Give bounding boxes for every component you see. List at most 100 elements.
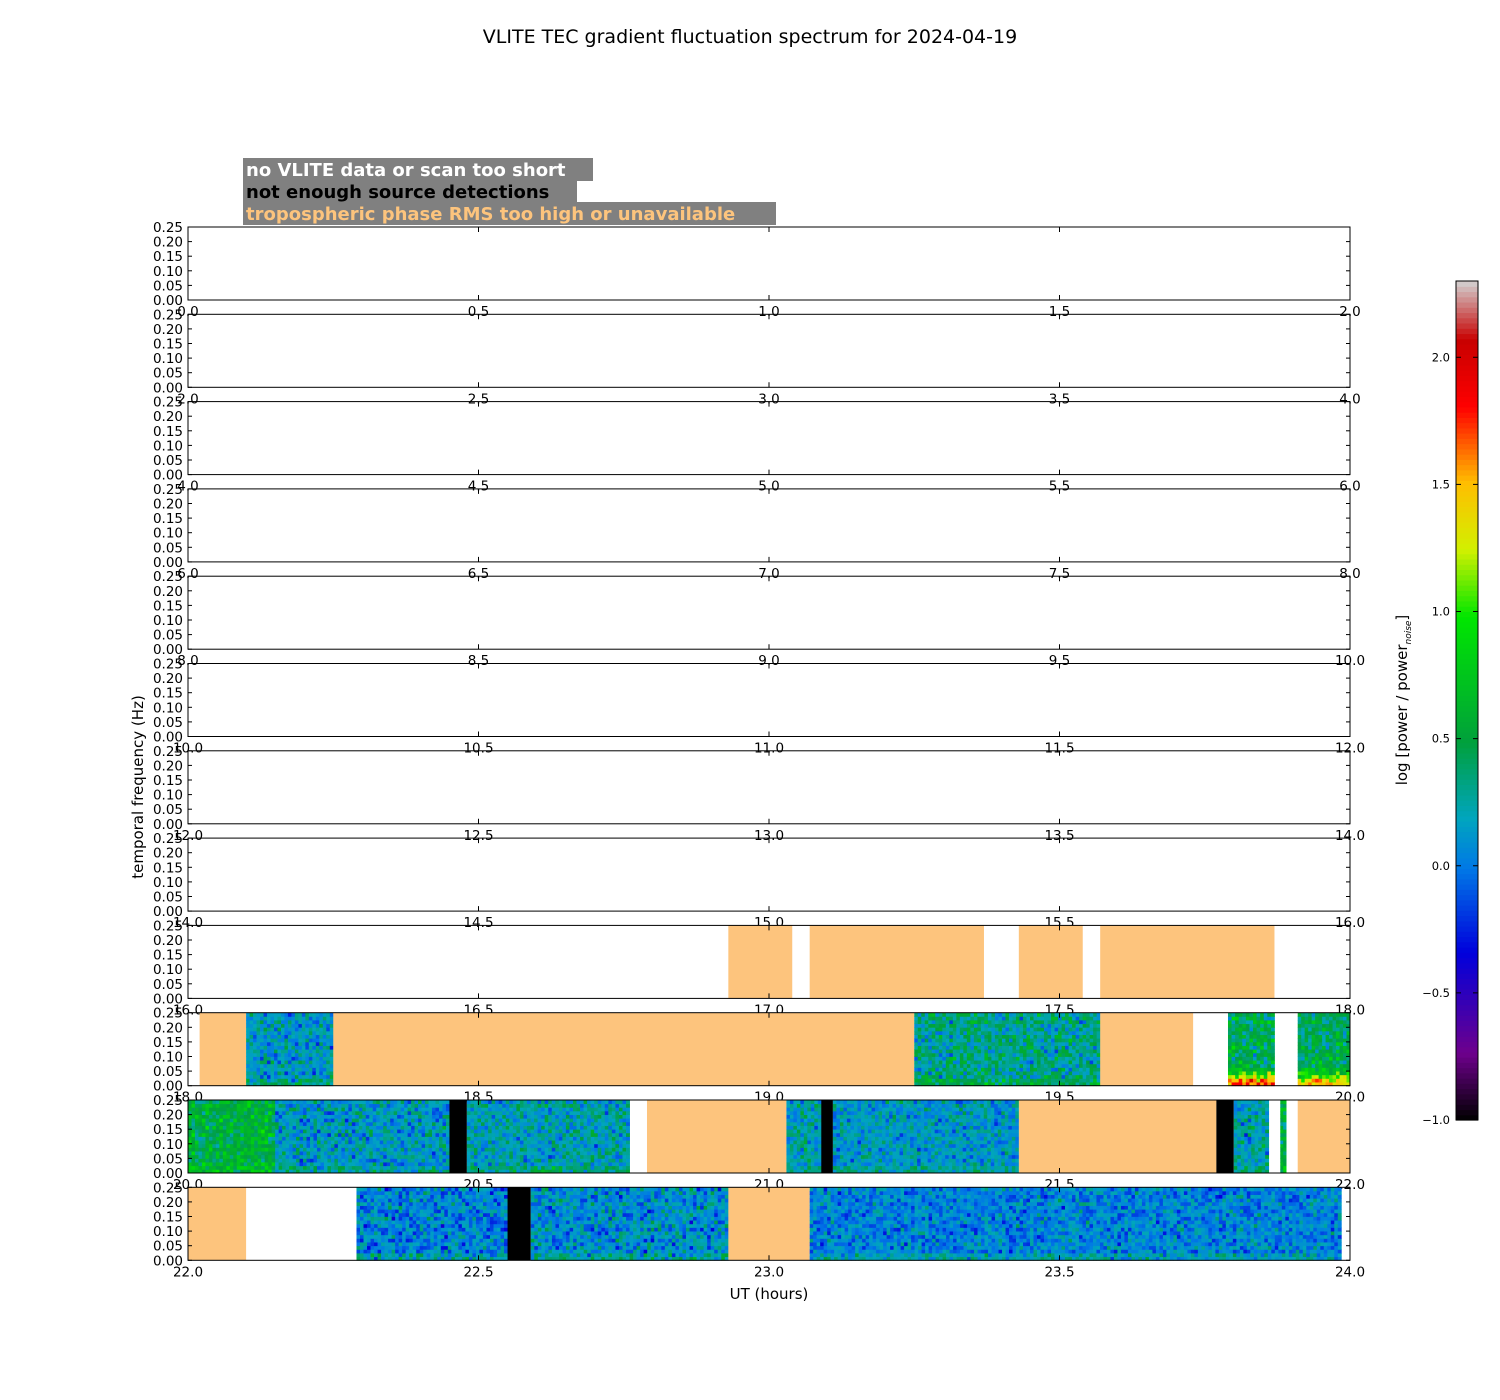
spectrum-cell (1019, 1041, 1024, 1046)
spectrum-cell (793, 1132, 798, 1137)
spectrum-cell (1086, 1027, 1091, 1032)
spectrum-cell (1040, 1056, 1045, 1061)
spectrum-cell (260, 1012, 264, 1017)
spectrum-cell (527, 1103, 531, 1108)
spectrum-cell (1318, 1052, 1323, 1057)
spectrum-cell (565, 1151, 570, 1156)
spectrum-cell (565, 1169, 570, 1174)
spectrum-cell (256, 1071, 261, 1076)
spectrum-cell (1231, 1074, 1236, 1079)
spectrum-cell (984, 1016, 989, 1021)
spectrum-cell (966, 1049, 971, 1054)
spectrum-cell (285, 1147, 290, 1152)
spectrum-cell (949, 1071, 954, 1076)
spectrum-cell (1339, 1027, 1344, 1032)
spectrum-cell (404, 1107, 409, 1112)
spectrum-cell (1008, 1082, 1013, 1087)
spectrum-cell (1332, 1023, 1337, 1028)
spectrum-cell (298, 1074, 303, 1079)
spectrum-cell (917, 1038, 922, 1043)
spectrum-cell (298, 1082, 303, 1087)
spectrum-cell (275, 1143, 280, 1148)
spectrum-cell (980, 1045, 985, 1050)
spectrum-cell (201, 1165, 206, 1170)
spectrum-cell (789, 1165, 794, 1170)
spectrum-cell (322, 1023, 327, 1028)
spectrum-cell (576, 1118, 581, 1123)
spectrum-cell (626, 1147, 630, 1152)
spectrum-cell (1012, 1016, 1017, 1021)
spectrum-cell (319, 1041, 324, 1046)
spectrum-cell (473, 1147, 478, 1152)
spectrum-cell (935, 1067, 940, 1072)
spectrum-cell (278, 1154, 283, 1159)
spectrum-cell (796, 1165, 801, 1170)
spectrum-cell (1051, 1056, 1055, 1061)
spectrum-cell (597, 1136, 602, 1141)
spectrum-cell (323, 1136, 328, 1141)
spectrum-cell (1249, 1078, 1254, 1083)
spectrum-cell (1022, 1030, 1027, 1035)
spectrum-cell (215, 1154, 220, 1159)
spectrum-cell (194, 1169, 199, 1174)
spectrum-cell (257, 1165, 262, 1170)
spectrum-cell (308, 1056, 313, 1061)
spectrum-cell (1332, 1012, 1337, 1017)
spectrum-cell (264, 1114, 269, 1119)
spectrum-cell (320, 1162, 325, 1167)
spectrum-cell (348, 1110, 353, 1115)
y-tick-label: 0.25 (153, 220, 183, 236)
spectrum-cell (1329, 1082, 1333, 1087)
spectrum-cell (1008, 1012, 1013, 1017)
spectrum-cell (590, 1151, 595, 1156)
spectrum-cell (1304, 1023, 1309, 1028)
spectrum-cell (1058, 1067, 1062, 1072)
spectrum-cell (1089, 1027, 1094, 1032)
spectrum-cell (1019, 1063, 1024, 1068)
spectrum-cell (959, 1078, 964, 1083)
spectrum-cell (977, 1016, 982, 1021)
spectrum-cell (1227, 1023, 1232, 1028)
spectrum-cell (1012, 1023, 1017, 1028)
spectrum-cell (425, 1129, 429, 1134)
spectrum-cell (414, 1143, 419, 1148)
spectrum-cell (1267, 1049, 1272, 1054)
spectrum-cell (572, 1103, 577, 1108)
spectrum-cell (481, 1143, 485, 1148)
spectrum-cell (390, 1129, 395, 1134)
spectrum-cell (1079, 1082, 1084, 1087)
spectrum-cell (322, 1016, 327, 1021)
spectrum-cell (572, 1143, 577, 1148)
spectrum-cell (484, 1125, 489, 1130)
spectrum-cell (334, 1114, 339, 1119)
spectrum-cell (1322, 1034, 1326, 1039)
spectrum-cell (284, 1030, 289, 1035)
spectrum-cell (1235, 1030, 1240, 1035)
spectrum-cell (226, 1151, 231, 1156)
spectrum-cell (512, 1132, 517, 1137)
spectrum-cell (313, 1100, 318, 1105)
spectrum-cell (358, 1100, 363, 1105)
spectrum-cell (1301, 1023, 1306, 1028)
spectrum-cell (270, 1045, 275, 1050)
spectrum-cell (481, 1129, 485, 1134)
spectrum-cell (470, 1154, 475, 1159)
spectrum-cell (267, 1041, 271, 1046)
spectrum-cell (243, 1103, 248, 1108)
spectrum-cell (1297, 1030, 1302, 1035)
spectrum-cell (580, 1136, 584, 1141)
spectrum-cell (247, 1114, 252, 1119)
spectrum-cell (393, 1121, 398, 1126)
spectrum-cell (1051, 1016, 1055, 1021)
spectrum-cell (414, 1140, 419, 1145)
spectrum-cell (994, 1027, 999, 1032)
x-tick-label: 14.0 (1335, 828, 1365, 844)
spectrum-cell (796, 1125, 801, 1130)
spectrum-cell (583, 1143, 588, 1148)
spectrum-cell (618, 1158, 623, 1163)
x-tick-label: 4.0 (1339, 391, 1360, 407)
y-tick-label: 0.15 (153, 511, 183, 527)
spectrum-cell (320, 1118, 325, 1123)
spectrum-cell (466, 1100, 471, 1105)
spectrum-cell (1308, 1027, 1313, 1032)
